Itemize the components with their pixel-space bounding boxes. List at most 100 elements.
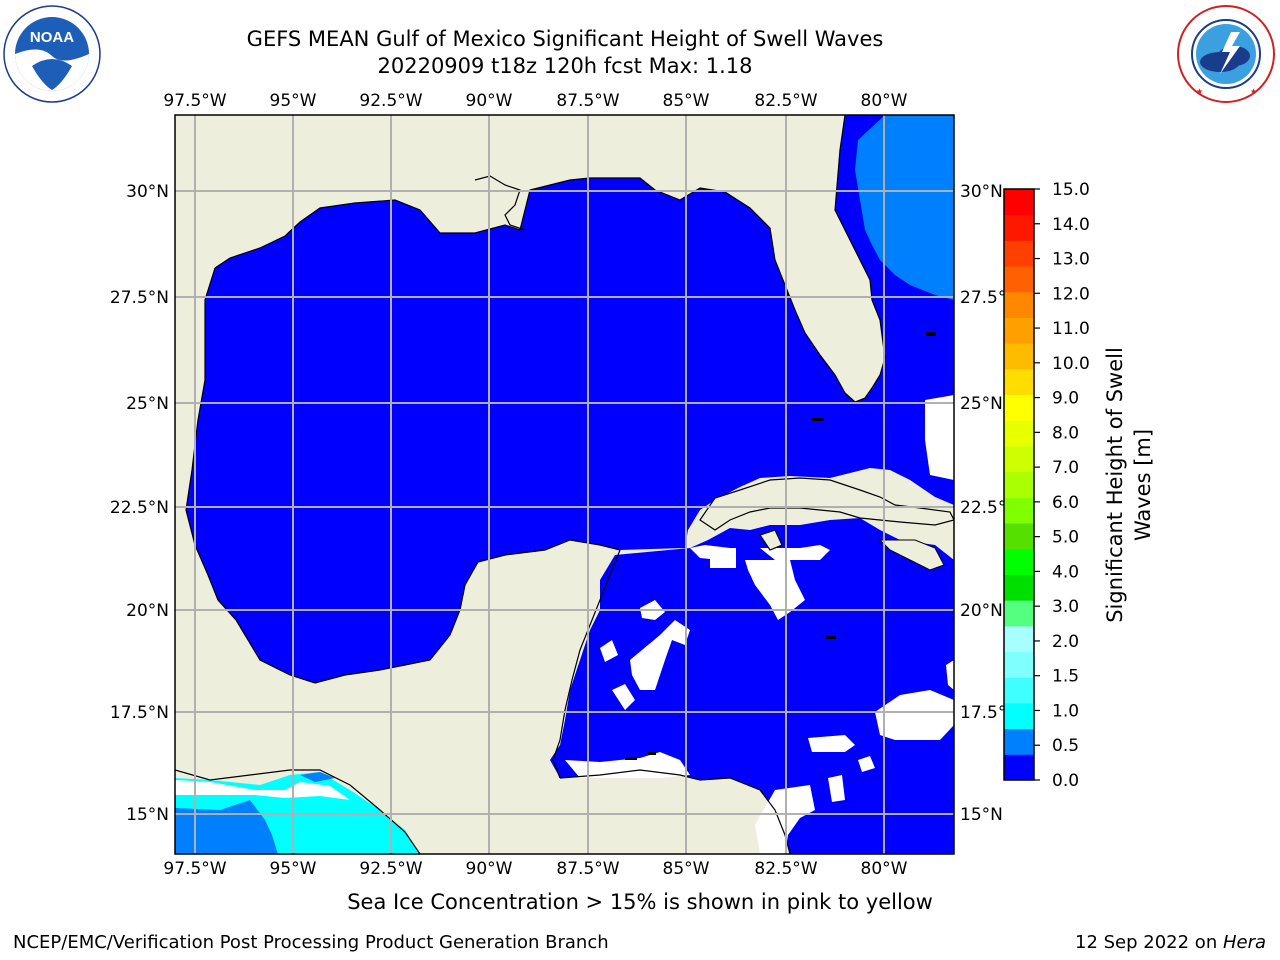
colorbar-segment [1004,625,1034,653]
no-data-patches [565,395,954,854]
run-date: 12 Sep 2022 on [1075,932,1223,953]
colorbar-segment [1004,317,1034,344]
gulf-swell-field [186,115,954,683]
lon-label: 82.5°W [754,859,817,879]
map-subtitle: 20220909 t18z 120h fcst Max: 1.18 [377,54,753,78]
map-title: GEFS MEAN Gulf of Mexico Significant Hei… [246,27,884,51]
lon-label: 92.5°W [359,91,422,111]
colorbar-segment [1004,420,1034,447]
lon-label: 80°W [861,859,908,879]
lon-label: 85°W [663,91,710,111]
colorbar-tick-label: 5.0 [1052,528,1079,548]
colorbar-tick-label: 13.0 [1052,250,1090,270]
colorbar-segment [1004,702,1034,730]
colorbar-tick-label: 6.0 [1052,493,1079,513]
colorbar-tick-label: 9.0 [1052,389,1079,409]
colorbar-tick-label: 2.0 [1052,632,1079,652]
lon-labels-bottom: 97.5°W 95°W 92.5°W 90°W 87.5°W 85°W 82.5… [163,859,907,879]
noaa-logo: NOAA [3,5,101,103]
lon-label: 82.5°W [754,91,817,111]
colorbar-segment [1004,214,1034,241]
colorbar-segment [1004,574,1034,601]
graticule [175,115,954,854]
colorbar-ticks: 0.0 0.5 1.0 1.5 2.0 3.0 4.0 5.0 6.0 7.0 8.0 9.0 10.0… [1034,180,1090,791]
colorbar-segment [1004,600,1034,627]
colorbar-segment [1004,343,1034,370]
lon-label: 90°W [466,859,513,879]
lat-label: 20°N [960,601,1003,621]
colorbar-tick-label: 0.5 [1052,736,1079,756]
lat-label: 17.5°N [110,703,169,723]
map-area [175,115,954,854]
colorbar-segment [1004,394,1034,421]
colorbar-tick-label: 11.0 [1052,319,1090,339]
lon-label: 80°W [861,91,908,111]
svg-text:★: ★ [1196,87,1203,96]
lat-label: 20°N [126,601,169,621]
lon-label: 87.5°W [556,859,619,879]
colorbar-tick-label: 7.0 [1052,458,1079,478]
lat-label: 30°N [126,182,169,202]
colorbar-tick-label: 1.0 [1052,701,1079,721]
lon-label: 92.5°W [359,859,422,879]
colorbar-segment [1004,445,1034,473]
colorbar-label-line2: Waves [m] [1131,429,1155,541]
colorbar-segment [1004,240,1034,267]
colorbar-segment [1004,548,1034,575]
lat-label: 25°N [126,394,169,414]
sea-ice-caption: Sea Ice Concentration > 15% is shown in … [347,890,933,914]
svg-text:★: ★ [1250,87,1257,96]
colorbar-segment [1004,497,1034,524]
colorbar [1004,189,1034,781]
lat-label: 25°N [960,394,1003,414]
lat-label: 15°N [126,805,169,825]
colorbar-frame [1003,188,1035,781]
noaa-logo-text: NOAA [30,29,74,46]
isle-of-youth [759,529,783,551]
colorbar-tick-label: 1.5 [1052,667,1079,687]
lat-label: 22.5°N [110,498,169,518]
atlantic-swell-field [855,115,954,300]
colorbar-segment [1004,291,1034,318]
small-islands [625,332,936,760]
lon-label: 97.5°W [163,91,226,111]
host-name: Hera [1222,932,1266,953]
lat-label: 30°N [960,182,1003,202]
colorbar-tick-label: 10.0 [1052,354,1090,374]
colorbar-tick-label: 0.0 [1052,771,1079,791]
lon-label: 97.5°W [163,859,226,879]
nws-logo: ★ ★ [1177,5,1275,103]
colorbar-tick-label: 14.0 [1052,215,1090,235]
lon-label: 87.5°W [556,91,619,111]
colorbar-tick-label: 15.0 [1052,180,1090,200]
lon-label: 90°W [466,91,513,111]
colorbar-segment [1004,189,1034,216]
colorbar-tick-label: 4.0 [1052,562,1079,582]
run-date-credit: 12 Sep 2022 on Hera [1075,932,1266,953]
lon-label: 85°W [663,859,710,879]
colorbar-segment [1004,471,1034,498]
colorbar-segment [1004,266,1034,293]
colorbar-label-line1: Significant Height of Swell [1103,347,1127,623]
colorbar-tick-label: 12.0 [1052,284,1090,304]
lat-labels-right: 30°N 27.5°N 25°N 22.5°N 20°N 17.5°N 15°N [960,182,1019,825]
map-frame [174,114,955,855]
colorbar-segment [1004,754,1034,781]
lon-label: 95°W [270,91,317,111]
colorbar-segment [1004,728,1034,755]
hispaniola-coast [878,539,945,571]
lat-label: 27.5°N [110,288,169,308]
lon-labels-top: 97.5°W 95°W 92.5°W 90°W 87.5°W 85°W 82.5… [163,91,907,111]
colorbar-segment [1004,368,1034,396]
cuba-island [699,477,954,531]
colorbar-segment [1004,651,1034,678]
colorbar-tick-label: 3.0 [1052,597,1079,617]
colorbar-tick-label: 8.0 [1052,423,1079,443]
colorbar-segment [1004,523,1034,550]
producer-credit: NCEP/EMC/Verification Post Processing Pr… [13,932,609,953]
lon-label: 95°W [270,859,317,879]
lat-labels-left: 30°N 27.5°N 25°N 22.5°N 20°N 17.5°N 15°N [110,182,169,825]
lat-label: 15°N [960,805,1003,825]
colorbar-segment [1004,677,1034,704]
